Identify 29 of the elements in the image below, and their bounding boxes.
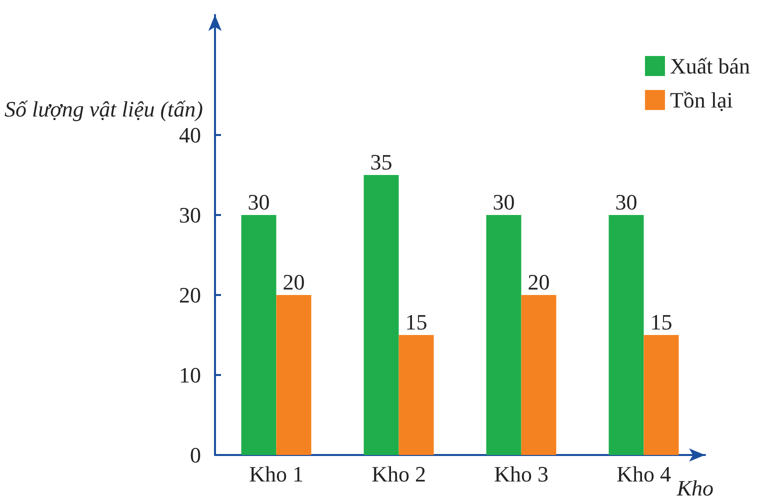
legend-label: Xuất bán (670, 54, 750, 78)
data-label: 30 (615, 190, 638, 214)
y-tick-label: 40 (179, 122, 201, 148)
x-tick-label: Kho 4 (616, 462, 671, 486)
bar (276, 295, 312, 455)
x-tick-label: Kho 1 (249, 462, 304, 486)
x-axis-title: Kho (676, 476, 714, 500)
data-label: 30 (248, 190, 270, 214)
y-tick-label: 0 (190, 442, 201, 468)
bar (241, 215, 276, 455)
x-tick-label: Kho 2 (372, 462, 426, 486)
y-tick-label: 20 (179, 282, 201, 308)
bar (364, 175, 399, 455)
bar (608, 215, 644, 455)
x-tick-label: Kho 3 (494, 462, 548, 486)
data-label: 20 (528, 270, 550, 294)
data-label: 15 (650, 310, 672, 334)
legend-label: Tồn lại (670, 88, 733, 112)
bar (486, 215, 522, 455)
data-label: 20 (282, 270, 305, 294)
y-tick-label: 10 (179, 362, 201, 388)
data-label: 35 (370, 150, 392, 174)
bar (521, 295, 556, 455)
bar (644, 335, 679, 455)
data-label: 15 (405, 310, 428, 334)
bar (398, 335, 434, 455)
data-label: 30 (492, 190, 515, 214)
y-axis-title: Số lượng vật liệu (tấn) (4, 96, 203, 122)
y-tick-label: 30 (179, 202, 201, 228)
